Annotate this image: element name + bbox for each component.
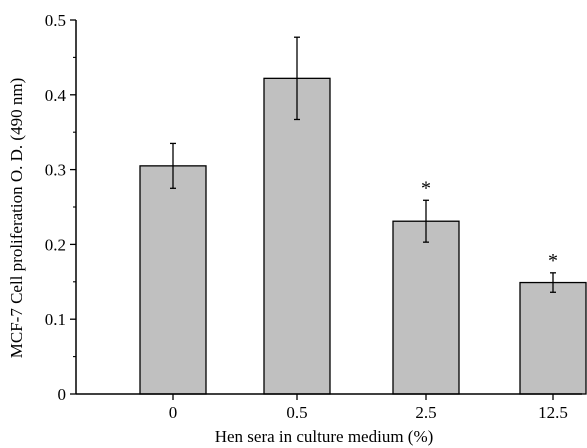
y-tick-label-0.3: 0.3 — [45, 161, 66, 180]
bar-12.5 — [519, 281, 587, 395]
y-tick-label-0.2: 0.2 — [45, 235, 66, 254]
x-tick-label-12.5: 12.5 — [538, 403, 568, 422]
y-tick-label-0.4: 0.4 — [45, 86, 67, 105]
x-tick-label-2.5: 2.5 — [415, 403, 436, 422]
significance-marker-2.5: * — [421, 177, 431, 199]
annotations-layer: ** — [421, 177, 558, 272]
x-axis-title: Hen sera in culture medium (%) — [215, 427, 434, 446]
y-tick-label-0: 0 — [58, 385, 67, 404]
y-tick-label-0.1: 0.1 — [45, 310, 66, 329]
bar-0.5 — [263, 77, 331, 395]
x-tick-label-0.5: 0.5 — [286, 403, 307, 422]
bar-0 — [139, 165, 207, 395]
x-tick-label-0: 0 — [169, 403, 178, 422]
error-bars-layer — [170, 36, 556, 293]
bars-layer — [139, 77, 587, 395]
significance-marker-12.5: * — [548, 250, 558, 272]
bar-2.5 — [392, 220, 460, 395]
axes-layer: 0 0.5 2.5 12.5 0 0.1 0.2 0.3 0.4 0.5 — [45, 11, 582, 422]
y-axis-title: MCF-7 Cell proliferation O. D. (490 nm) — [7, 78, 26, 358]
y-tick-label-0.5: 0.5 — [45, 11, 66, 30]
